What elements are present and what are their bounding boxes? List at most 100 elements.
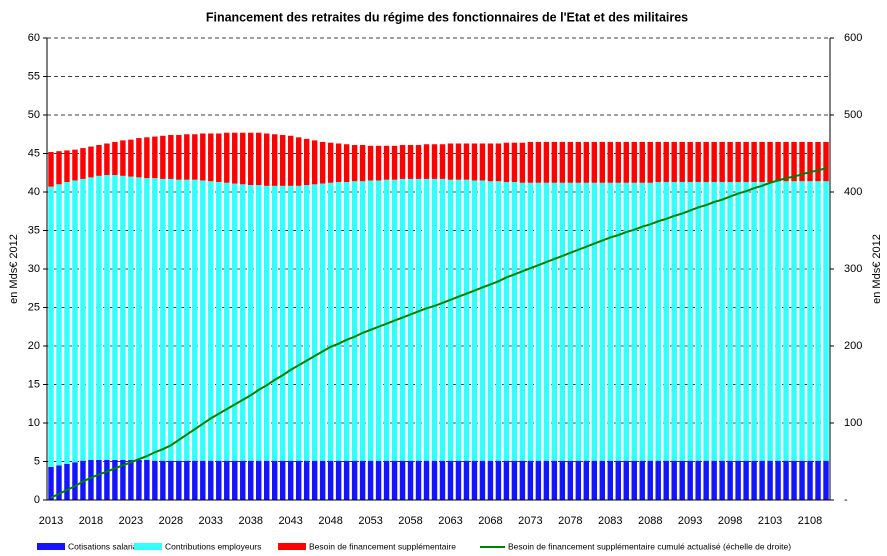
bar bbox=[208, 181, 214, 461]
legend-label: Besoin de financement supplémentaire bbox=[309, 541, 456, 551]
y2-axis-label: en Mds€ 2012 bbox=[871, 234, 883, 304]
bar bbox=[423, 178, 430, 461]
bar bbox=[112, 459, 118, 500]
legend-swatch bbox=[134, 543, 162, 550]
legend-label: Besoin de financement supplémentaire cum… bbox=[508, 541, 791, 551]
bar bbox=[248, 132, 254, 186]
bar bbox=[599, 182, 606, 461]
bar bbox=[335, 143, 342, 182]
bar bbox=[80, 460, 86, 500]
bar bbox=[152, 460, 158, 500]
bar bbox=[735, 141, 741, 182]
bar bbox=[359, 181, 366, 461]
bar bbox=[160, 135, 166, 179]
bar bbox=[423, 460, 430, 500]
bar bbox=[56, 465, 62, 500]
bar bbox=[295, 137, 302, 186]
bar bbox=[647, 460, 653, 500]
bar bbox=[391, 145, 398, 180]
bar bbox=[631, 141, 637, 183]
bar bbox=[399, 145, 406, 179]
bar bbox=[575, 141, 582, 183]
bar bbox=[655, 181, 661, 461]
bar bbox=[823, 141, 829, 182]
bar bbox=[144, 178, 150, 460]
bar bbox=[527, 182, 534, 461]
bar bbox=[160, 460, 166, 500]
bar bbox=[543, 460, 550, 500]
bar bbox=[727, 460, 733, 500]
bar bbox=[511, 460, 518, 500]
bar bbox=[136, 459, 142, 500]
bar bbox=[727, 141, 733, 182]
legend-label: Cotisations salariales bbox=[68, 541, 148, 551]
y-tick-label: 10 bbox=[28, 417, 40, 429]
bar bbox=[343, 181, 350, 461]
y-tick-label: 55 bbox=[28, 70, 40, 82]
bar bbox=[271, 185, 278, 461]
bar bbox=[96, 459, 102, 500]
legend-swatch bbox=[278, 543, 306, 550]
bar bbox=[144, 137, 150, 179]
bar bbox=[511, 181, 518, 461]
bar bbox=[711, 141, 717, 182]
bar bbox=[152, 178, 158, 461]
bar bbox=[567, 182, 574, 461]
bar bbox=[415, 460, 422, 500]
bar bbox=[232, 460, 238, 500]
x-tick-label: 2098 bbox=[718, 515, 742, 527]
bar bbox=[176, 135, 182, 180]
bar bbox=[479, 460, 486, 500]
bar bbox=[160, 178, 166, 461]
bar bbox=[759, 460, 765, 500]
bar bbox=[271, 134, 278, 186]
bar bbox=[631, 182, 637, 461]
bar bbox=[751, 141, 757, 182]
bar bbox=[487, 460, 494, 500]
x-tick-label: 2028 bbox=[159, 515, 183, 527]
bar bbox=[335, 460, 342, 500]
bar bbox=[192, 460, 198, 500]
legend-label: Contributions employeurs bbox=[165, 541, 261, 551]
bar bbox=[775, 141, 781, 182]
x-tick-label: 2048 bbox=[318, 515, 342, 527]
bar bbox=[240, 184, 246, 461]
bar bbox=[535, 141, 542, 183]
bar bbox=[200, 180, 206, 461]
bar bbox=[216, 181, 222, 461]
line bbox=[50, 167, 827, 499]
bar bbox=[152, 136, 158, 179]
bar bbox=[375, 460, 382, 500]
bar bbox=[136, 138, 142, 178]
bar bbox=[144, 459, 150, 500]
bar bbox=[543, 141, 550, 183]
bar bbox=[503, 181, 510, 461]
bar bbox=[48, 151, 54, 187]
chart-title: Financement des retraites du régime des … bbox=[206, 10, 688, 24]
bar bbox=[759, 141, 765, 182]
x-tick-label: 2018 bbox=[79, 515, 103, 527]
x-tick-label: 2088 bbox=[638, 515, 662, 527]
bar bbox=[527, 141, 534, 183]
y-tick-label: 0 bbox=[34, 494, 40, 506]
y-tick-label: 35 bbox=[28, 224, 40, 236]
bar bbox=[359, 145, 366, 182]
bar bbox=[319, 141, 326, 184]
bar bbox=[120, 175, 126, 460]
bar bbox=[367, 180, 374, 461]
bar bbox=[639, 182, 645, 461]
bar bbox=[687, 141, 693, 182]
bar bbox=[56, 151, 62, 185]
bar bbox=[224, 460, 230, 500]
bar bbox=[503, 460, 510, 500]
bar bbox=[663, 460, 669, 500]
bar bbox=[519, 142, 526, 183]
bar bbox=[104, 459, 110, 500]
bar bbox=[655, 141, 661, 182]
bar bbox=[823, 460, 829, 500]
bar bbox=[519, 460, 526, 500]
bar bbox=[423, 144, 430, 179]
bar bbox=[248, 185, 254, 461]
bar bbox=[551, 141, 558, 183]
bar bbox=[599, 460, 606, 500]
